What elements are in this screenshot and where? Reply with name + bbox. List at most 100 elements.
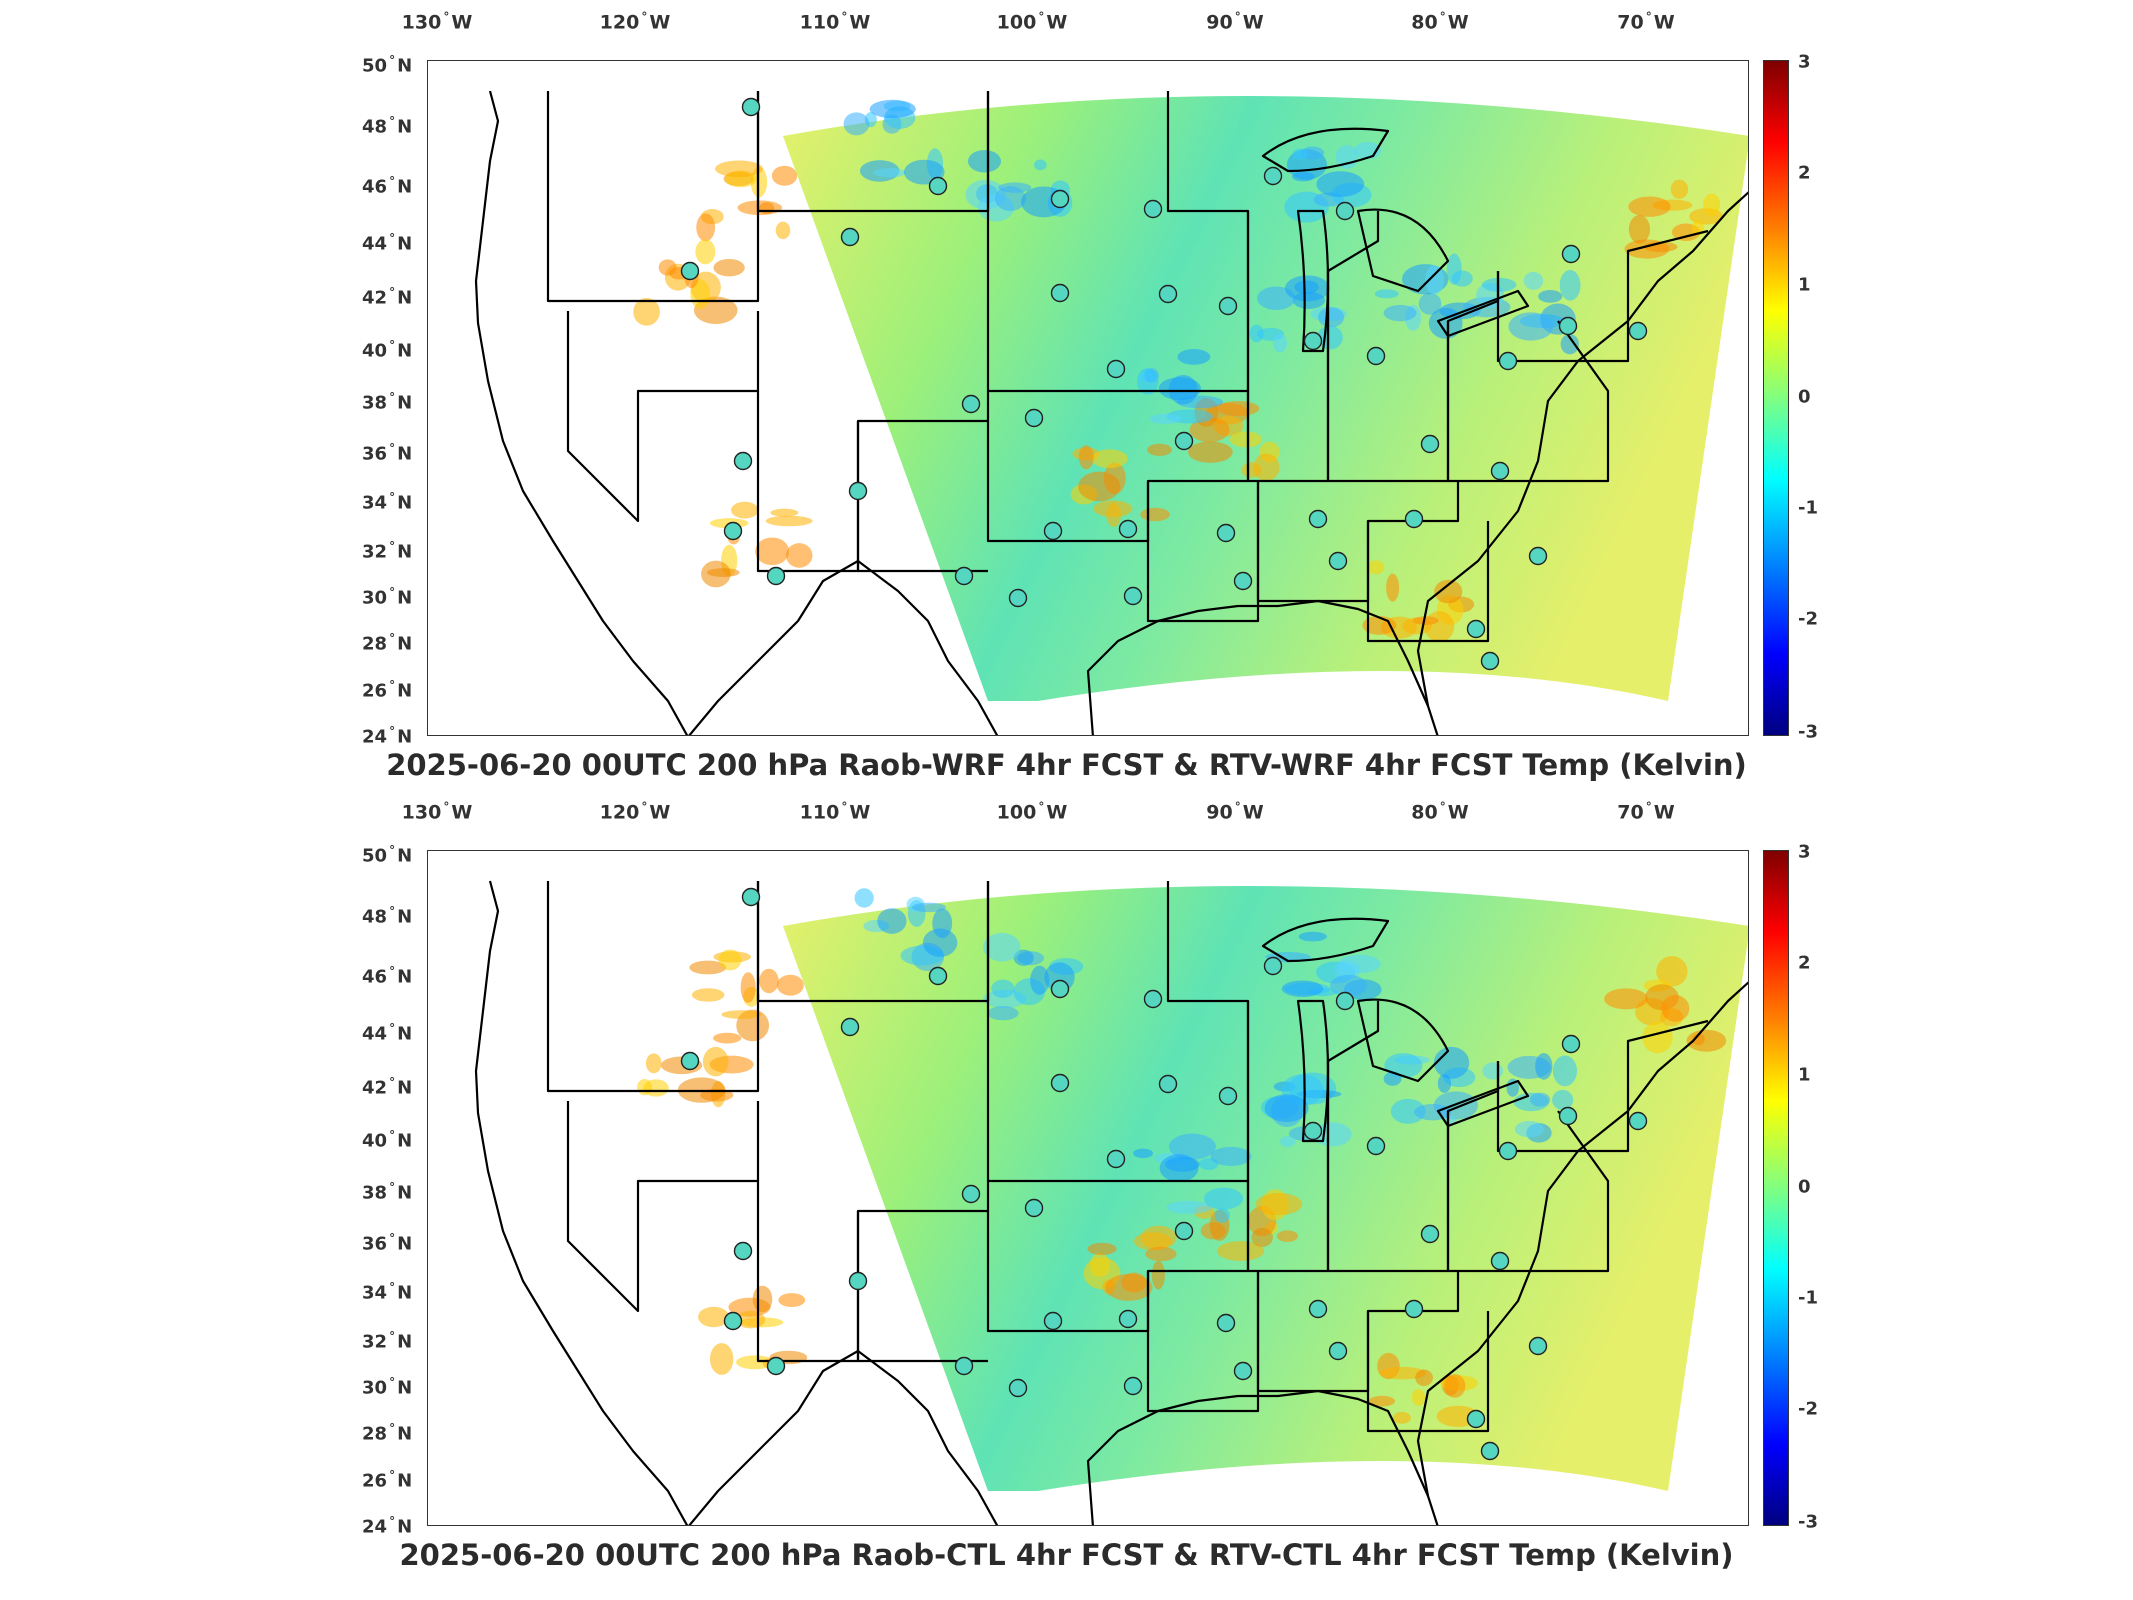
anomaly-blobs xyxy=(637,888,1727,1427)
raob-station-marker xyxy=(741,887,761,907)
raob-station-marker xyxy=(1528,1336,1548,1356)
colorbar-tick-label: 3 xyxy=(1798,841,1811,863)
lat-label-42: 42 ° N xyxy=(362,1075,413,1099)
raob-station-marker xyxy=(1233,571,1253,591)
raob-station-marker xyxy=(1118,519,1138,539)
raob-station-marker xyxy=(848,1271,868,1291)
raob-station-marker xyxy=(1263,166,1283,186)
raob-station-marker xyxy=(1174,431,1194,451)
lat-label-50: 50 ° N xyxy=(362,53,413,77)
raob-station-marker xyxy=(1303,331,1323,351)
raob-station-marker xyxy=(1480,651,1500,671)
colorbar-tick-label: 0 xyxy=(1798,386,1811,408)
panel-title: 2025-06-20 00UTC 200 hPa Raob-CTL 4hr FC… xyxy=(399,1538,1734,1572)
raob-station-marker xyxy=(1308,509,1328,529)
lat-label-40: 40 ° N xyxy=(362,338,413,362)
raob-station-marker xyxy=(1308,1299,1328,1319)
raob-station-marker xyxy=(1558,1106,1578,1126)
raob-station-marker xyxy=(1143,989,1163,1009)
raob-station-marker xyxy=(1233,1361,1253,1381)
raob-station-marker xyxy=(1118,1309,1138,1329)
raob-station-marker xyxy=(1561,1034,1581,1054)
colorbar-tick-label: 3 xyxy=(1798,51,1811,73)
raob-station-marker xyxy=(1263,956,1283,976)
lat-label-32: 32 ° N xyxy=(362,539,413,563)
raob-station-marker xyxy=(1216,1313,1236,1333)
raob-station-marker xyxy=(1366,1136,1386,1156)
raob-station-marker xyxy=(1024,1198,1044,1218)
raob-station-marker xyxy=(1303,1121,1323,1141)
lon-label-130: 130 ° W xyxy=(401,800,473,824)
raob-station-marker xyxy=(1498,1141,1518,1161)
raob-station-marker xyxy=(1174,1221,1194,1241)
colorbar-tick-label: 1 xyxy=(1798,274,1811,296)
raob-station-marker xyxy=(1366,346,1386,366)
raob-station-marker xyxy=(1123,1376,1143,1396)
raob-station-marker xyxy=(1490,461,1510,481)
raob-station-marker xyxy=(723,521,743,541)
lon-label-120: 120 ° W xyxy=(599,10,671,34)
lon-label-90: 90 ° W xyxy=(1206,10,1264,34)
raob-station-marker xyxy=(1628,321,1648,341)
lat-label-36: 36 ° N xyxy=(362,1231,413,1255)
colorbar-tick-label: -1 xyxy=(1798,497,1818,519)
raob-station-marker xyxy=(1216,523,1236,543)
lon-label-70: 70 ° W xyxy=(1617,10,1675,34)
colorbar-tick-label: -1 xyxy=(1798,1287,1818,1309)
raob-station-marker xyxy=(1043,521,1063,541)
map-svg xyxy=(474,880,1748,1525)
raob-station-marker xyxy=(1404,1299,1424,1319)
lon-label-120: 120 ° W xyxy=(599,800,671,824)
lat-label-42: 42 ° N xyxy=(362,285,413,309)
raob-station-marker xyxy=(954,1356,974,1376)
raob-station-marker xyxy=(1335,991,1355,1011)
lon-label-100: 100 ° W xyxy=(996,800,1068,824)
lon-label-110: 110 ° W xyxy=(799,800,871,824)
lat-label-24: 24 ° N xyxy=(362,724,413,748)
raob-station-marker xyxy=(840,1017,860,1037)
panel-title: 2025-06-20 00UTC 200 hPa Raob-WRF 4hr FC… xyxy=(386,748,1747,782)
raob-station-marker xyxy=(1218,1086,1238,1106)
raob-station-marker xyxy=(1123,586,1143,606)
raob-station-marker xyxy=(766,1356,786,1376)
raob-station-marker xyxy=(954,566,974,586)
raob-station-marker xyxy=(1420,434,1440,454)
colorbar-tick-label: 1 xyxy=(1798,1064,1811,1086)
colorbar-tick-label: -2 xyxy=(1798,1398,1818,1420)
raob-station-marker xyxy=(1008,588,1028,608)
lat-label-34: 34 ° N xyxy=(362,490,413,514)
raob-station-marker xyxy=(1008,1378,1028,1398)
state-boundaries xyxy=(474,90,1748,735)
raob-station-marker xyxy=(928,966,948,986)
raob-station-marker xyxy=(680,1051,700,1071)
temperature-difference-field xyxy=(783,886,1748,1491)
lat-label-38: 38 ° N xyxy=(362,390,413,414)
lat-label-26: 26 ° N xyxy=(362,1468,413,1492)
raob-station-marker xyxy=(1106,1149,1126,1169)
raob-station-marker xyxy=(961,1184,981,1204)
raob-station-marker xyxy=(1143,199,1163,219)
lat-label-32: 32 ° N xyxy=(362,1329,413,1353)
raob-station-marker xyxy=(961,394,981,414)
colorbar-tick-label: 0 xyxy=(1798,1176,1811,1198)
raob-station-marker xyxy=(1218,296,1238,316)
lat-label-28: 28 ° N xyxy=(362,1421,413,1445)
temperature-difference-field xyxy=(783,96,1748,701)
raob-station-marker xyxy=(1328,551,1348,571)
lat-label-44: 44 ° N xyxy=(362,231,413,255)
raob-station-marker xyxy=(1480,1441,1500,1461)
raob-station-marker xyxy=(1404,509,1424,529)
map-frame xyxy=(427,60,1749,736)
raob-station-marker xyxy=(1050,1073,1070,1093)
lon-label-70: 70 ° W xyxy=(1617,800,1675,824)
raob-station-marker xyxy=(1043,1311,1063,1331)
raob-station-marker xyxy=(1561,244,1581,264)
raob-station-marker xyxy=(1558,316,1578,336)
lon-label-130: 130 ° W xyxy=(401,10,473,34)
map-panel-bottom: 130 ° W 120 ° W 110 ° W 100 ° W 90 ° W 80 ° W 70 ° W 50 ° N 48 ° N… xyxy=(0,790,2133,1580)
lat-label-26: 26 ° N xyxy=(362,678,413,702)
lat-label-28: 28 ° N xyxy=(362,631,413,655)
state-boundaries xyxy=(474,880,1748,1525)
lat-label-24: 24 ° N xyxy=(362,1514,413,1538)
lat-label-46: 46 ° N xyxy=(362,964,413,988)
